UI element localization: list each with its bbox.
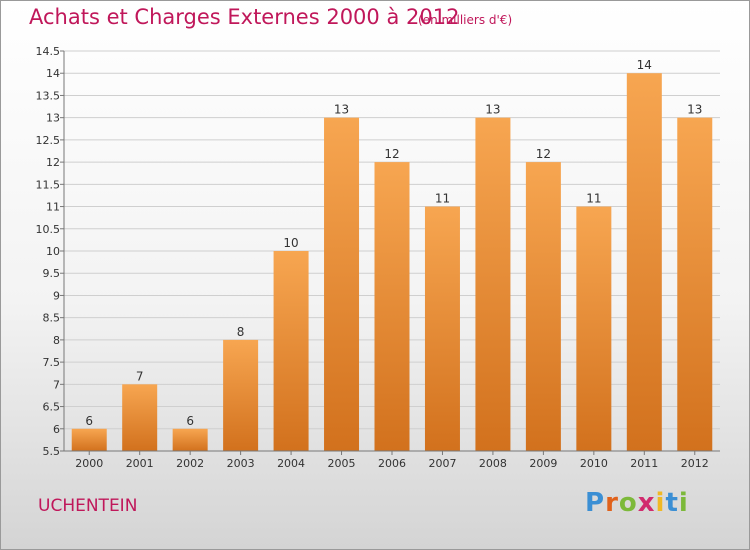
bar-value-label: 6	[186, 414, 194, 428]
x-tick-label: 2010	[580, 457, 608, 470]
proxiti-logo: Proxiti	[585, 488, 689, 518]
y-tick-label: 14.5	[36, 45, 61, 58]
bar-value-label: 11	[435, 192, 450, 206]
x-tick-label: 2012	[681, 457, 709, 470]
logo-letter: i	[655, 488, 666, 518]
bar-2007	[424, 206, 460, 451]
bar-value-label: 8	[237, 325, 245, 339]
y-tick-label: 14	[46, 67, 60, 80]
bar-2005	[324, 117, 360, 452]
x-tick-label: 2006	[378, 457, 406, 470]
chart-title: Achats et Charges Externes 2000 à 2012	[29, 5, 460, 29]
y-tick-label: 11.5	[36, 178, 61, 191]
bar-2000	[71, 428, 107, 451]
commune-name: UCHENTEIN	[38, 496, 138, 516]
y-tick-label: 13	[46, 112, 60, 125]
x-tick-label: 2001	[126, 457, 154, 470]
logo-letter: o	[618, 488, 638, 518]
y-tick-label: 7.5	[43, 356, 61, 369]
bar-2004	[273, 251, 309, 451]
x-tick-label: 2008	[479, 457, 507, 470]
bar-2009	[525, 162, 561, 451]
x-tick-label: 2004	[277, 457, 305, 470]
bar-value-label: 12	[536, 147, 551, 161]
y-tick-label: 5.5	[43, 445, 61, 458]
logo-letter: x	[637, 488, 656, 518]
y-tick-label: 8.5	[43, 312, 61, 325]
y-tick-label: 8	[53, 334, 60, 347]
bar-value-label: 6	[85, 414, 93, 428]
y-tick-label: 13.5	[36, 89, 61, 102]
bar-value-label: 7	[136, 369, 144, 383]
y-tick-label: 10	[46, 245, 60, 258]
chart-unit-label: (en milliers d'€)	[418, 13, 513, 27]
x-tick-label: 2005	[328, 457, 356, 470]
x-tick-label: 2002	[176, 457, 204, 470]
y-tick-label: 11	[46, 201, 60, 214]
bars: 6 7 6 8 10 13 12 11 13 12 11 14 13	[71, 58, 713, 452]
bar-2006	[374, 162, 410, 451]
y-tick-label: 10.5	[36, 223, 61, 236]
x-axis-ticks: 2000 2001 2002 2003 2004 2005 2006 2007 2008 2009…	[75, 451, 709, 470]
bar-value-label: 14	[637, 58, 652, 72]
logo-letter: P	[585, 488, 606, 518]
x-tick-label: 2003	[227, 457, 255, 470]
logo-letter: t	[665, 488, 679, 518]
x-tick-label: 2009	[529, 457, 557, 470]
bar-2003	[223, 339, 259, 451]
y-tick-label: 7	[53, 378, 60, 391]
bar-2002	[172, 428, 208, 451]
y-tick-label: 12	[46, 156, 60, 169]
logo-letter: i	[678, 488, 689, 518]
bar-value-label: 11	[586, 192, 601, 206]
x-tick-label: 2011	[630, 457, 658, 470]
bar-value-label: 12	[384, 147, 399, 161]
y-tick-label: 12.5	[36, 134, 61, 147]
bar-2010	[576, 206, 612, 451]
bar-value-label: 13	[687, 103, 702, 117]
y-tick-label: 9.5	[43, 267, 61, 280]
bar-value-label: 13	[334, 103, 349, 117]
bar-value-label: 13	[485, 103, 500, 117]
bar-2001	[122, 384, 158, 451]
y-tick-label: 6	[53, 423, 60, 436]
y-axis-ticks: 5.5 6 6.5 7 7.5 8 8.5 9 9.5 10 10.5 11 11.5 12 12.5 13 1…	[36, 45, 64, 458]
y-tick-label: 9	[53, 289, 60, 302]
logo-letter: r	[605, 488, 619, 518]
y-tick-label: 6.5	[43, 401, 61, 414]
x-tick-label: 2000	[75, 457, 103, 470]
x-tick-label: 2007	[428, 457, 456, 470]
bar-2008	[475, 117, 511, 452]
bar-value-label: 10	[283, 236, 298, 250]
bar-2012	[677, 117, 713, 452]
bar-2011	[626, 73, 662, 451]
